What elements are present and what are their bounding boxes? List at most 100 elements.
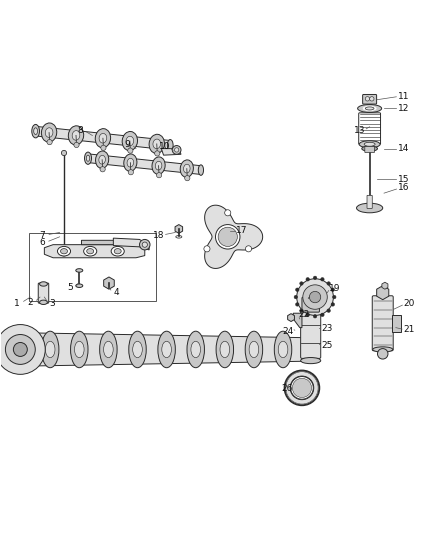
Text: 18: 18 bbox=[153, 231, 165, 239]
Circle shape bbox=[332, 295, 336, 299]
Ellipse shape bbox=[127, 158, 134, 167]
Circle shape bbox=[245, 246, 251, 252]
FancyBboxPatch shape bbox=[372, 296, 393, 351]
Circle shape bbox=[303, 285, 327, 309]
Ellipse shape bbox=[111, 246, 124, 256]
Text: 9: 9 bbox=[124, 140, 130, 149]
Ellipse shape bbox=[133, 341, 142, 358]
Ellipse shape bbox=[363, 106, 376, 111]
Text: 12: 12 bbox=[398, 104, 409, 113]
Text: 2: 2 bbox=[28, 298, 33, 307]
Polygon shape bbox=[88, 154, 201, 174]
FancyBboxPatch shape bbox=[300, 310, 321, 358]
Ellipse shape bbox=[149, 134, 164, 154]
Circle shape bbox=[313, 314, 317, 318]
Circle shape bbox=[313, 276, 317, 280]
Ellipse shape bbox=[99, 133, 107, 143]
Circle shape bbox=[297, 279, 333, 316]
Text: 17: 17 bbox=[236, 226, 247, 235]
Ellipse shape bbox=[104, 341, 113, 358]
Ellipse shape bbox=[180, 160, 194, 177]
Ellipse shape bbox=[100, 331, 117, 368]
Circle shape bbox=[47, 140, 52, 145]
Text: 5: 5 bbox=[68, 283, 74, 292]
Text: 1: 1 bbox=[14, 298, 20, 308]
Polygon shape bbox=[113, 238, 149, 250]
Circle shape bbox=[292, 378, 311, 398]
Polygon shape bbox=[205, 205, 263, 269]
Circle shape bbox=[296, 303, 299, 306]
Circle shape bbox=[101, 145, 106, 150]
Circle shape bbox=[331, 288, 335, 292]
Ellipse shape bbox=[46, 341, 55, 358]
Circle shape bbox=[309, 292, 321, 303]
Text: 23: 23 bbox=[321, 324, 333, 333]
Circle shape bbox=[306, 313, 310, 317]
Ellipse shape bbox=[158, 331, 175, 368]
Circle shape bbox=[172, 146, 181, 154]
Text: 20: 20 bbox=[403, 299, 415, 308]
FancyBboxPatch shape bbox=[302, 297, 319, 312]
Circle shape bbox=[174, 148, 179, 152]
Ellipse shape bbox=[167, 140, 173, 151]
Circle shape bbox=[296, 288, 299, 292]
Text: 10: 10 bbox=[159, 142, 170, 151]
Text: 4: 4 bbox=[113, 288, 119, 297]
Text: 14: 14 bbox=[398, 144, 409, 153]
Ellipse shape bbox=[34, 128, 38, 134]
Circle shape bbox=[327, 309, 330, 312]
FancyBboxPatch shape bbox=[367, 195, 372, 208]
Ellipse shape bbox=[95, 128, 110, 148]
Text: 15: 15 bbox=[398, 175, 409, 184]
Circle shape bbox=[100, 167, 105, 172]
Text: 24: 24 bbox=[283, 327, 293, 336]
Text: 6: 6 bbox=[39, 238, 45, 247]
Ellipse shape bbox=[187, 331, 205, 368]
Circle shape bbox=[155, 151, 160, 156]
Circle shape bbox=[204, 246, 210, 252]
Circle shape bbox=[215, 224, 240, 249]
Ellipse shape bbox=[191, 341, 201, 358]
Ellipse shape bbox=[57, 246, 71, 256]
Polygon shape bbox=[35, 126, 170, 150]
Ellipse shape bbox=[373, 347, 393, 352]
Circle shape bbox=[378, 349, 388, 359]
Ellipse shape bbox=[359, 141, 380, 148]
Ellipse shape bbox=[364, 142, 375, 146]
Ellipse shape bbox=[42, 123, 57, 142]
Ellipse shape bbox=[198, 165, 204, 175]
Ellipse shape bbox=[95, 151, 109, 168]
Polygon shape bbox=[29, 333, 315, 366]
Circle shape bbox=[0, 325, 45, 374]
Circle shape bbox=[61, 150, 67, 156]
Circle shape bbox=[306, 278, 310, 281]
Ellipse shape bbox=[126, 136, 134, 146]
Ellipse shape bbox=[84, 246, 97, 256]
Ellipse shape bbox=[74, 341, 84, 358]
Text: 22: 22 bbox=[299, 310, 310, 319]
Circle shape bbox=[290, 376, 313, 399]
Circle shape bbox=[156, 173, 162, 178]
Ellipse shape bbox=[184, 164, 190, 173]
Circle shape bbox=[74, 142, 79, 148]
Ellipse shape bbox=[155, 161, 162, 170]
Ellipse shape bbox=[87, 248, 94, 254]
Text: 25: 25 bbox=[321, 342, 333, 351]
Ellipse shape bbox=[129, 331, 146, 368]
Ellipse shape bbox=[39, 282, 47, 286]
Text: 16: 16 bbox=[398, 183, 409, 192]
Ellipse shape bbox=[71, 331, 88, 368]
Circle shape bbox=[140, 239, 150, 250]
Circle shape bbox=[327, 282, 330, 285]
Ellipse shape bbox=[76, 269, 83, 272]
Text: 3: 3 bbox=[49, 299, 55, 308]
Ellipse shape bbox=[76, 284, 83, 287]
Ellipse shape bbox=[39, 300, 47, 304]
Ellipse shape bbox=[60, 248, 67, 254]
Circle shape bbox=[370, 96, 374, 101]
Ellipse shape bbox=[249, 341, 259, 358]
Ellipse shape bbox=[216, 331, 233, 368]
Circle shape bbox=[294, 295, 297, 299]
Ellipse shape bbox=[122, 132, 138, 151]
Ellipse shape bbox=[42, 331, 59, 368]
